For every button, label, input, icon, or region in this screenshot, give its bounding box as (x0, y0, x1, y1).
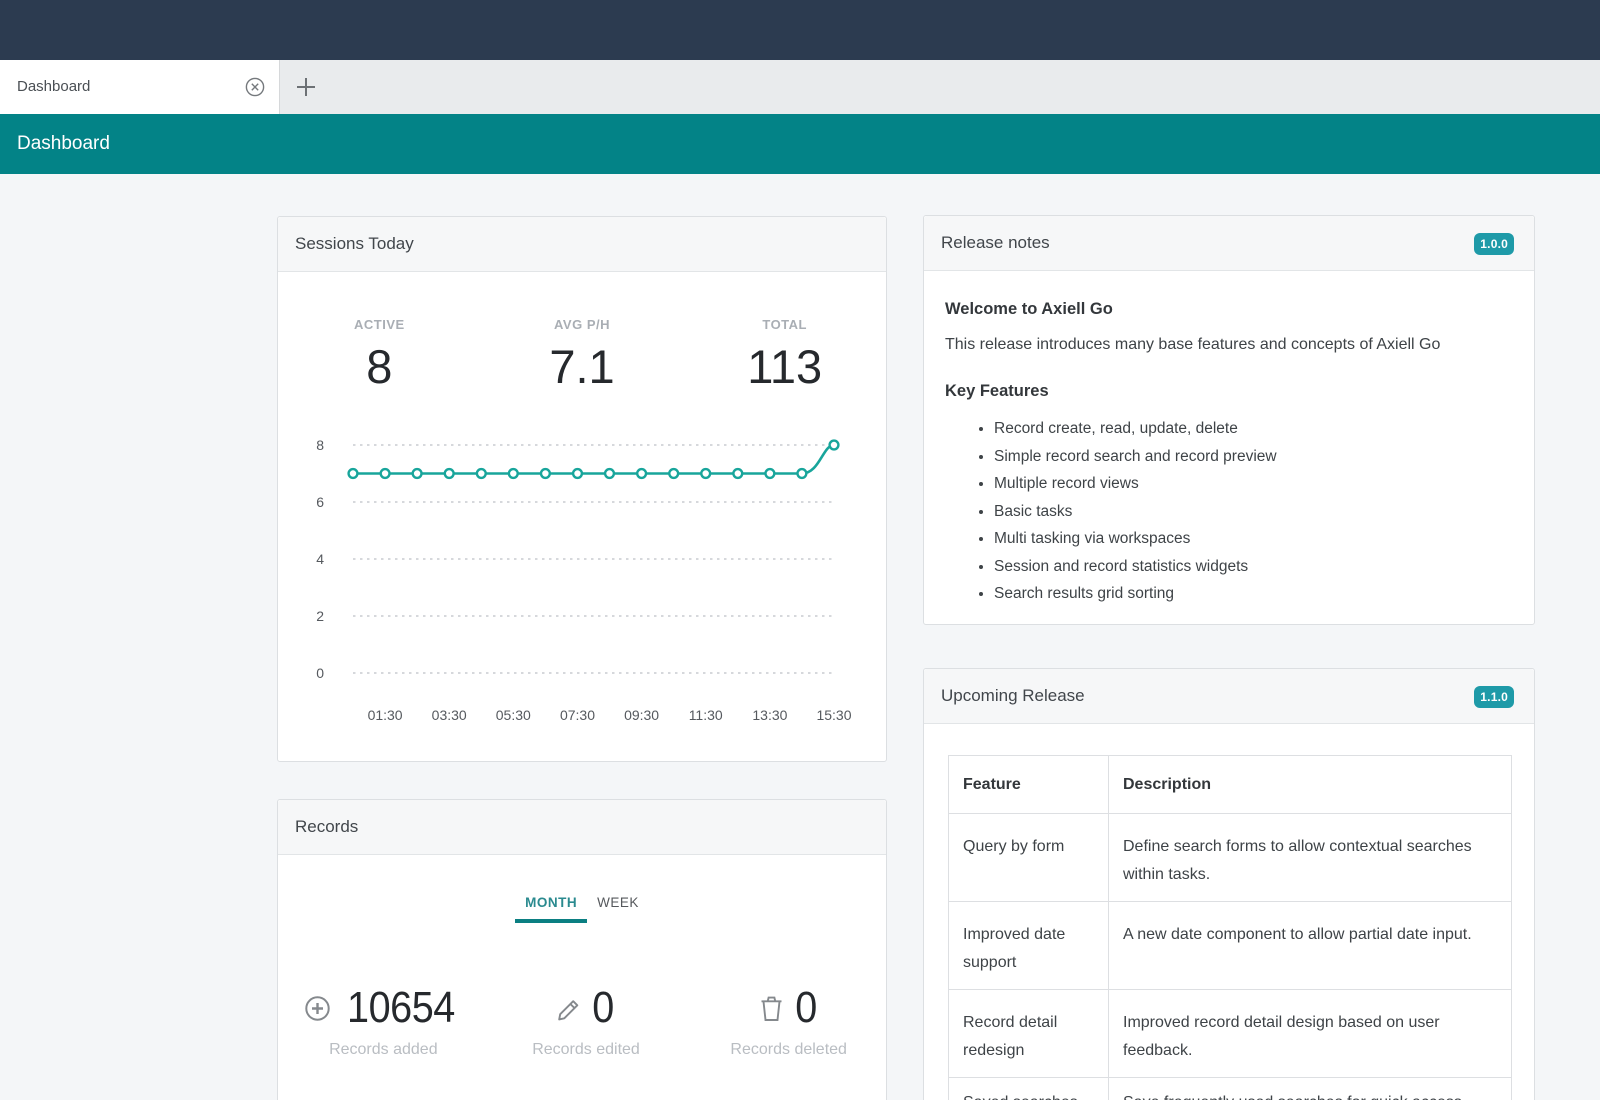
svg-text:0: 0 (316, 665, 324, 681)
svg-text:15:30: 15:30 (816, 707, 851, 723)
svg-text:2: 2 (316, 608, 324, 624)
svg-text:13:30: 13:30 (752, 707, 787, 723)
svg-text:07:30: 07:30 (560, 707, 595, 723)
svg-text:09:30: 09:30 (624, 707, 659, 723)
svg-text:01:30: 01:30 (368, 707, 403, 723)
svg-text:03:30: 03:30 (432, 707, 467, 723)
svg-text:6: 6 (316, 494, 324, 510)
svg-text:05:30: 05:30 (496, 707, 531, 723)
svg-text:8: 8 (316, 437, 324, 453)
svg-text:11:30: 11:30 (689, 707, 723, 723)
svg-text:4: 4 (316, 551, 324, 567)
